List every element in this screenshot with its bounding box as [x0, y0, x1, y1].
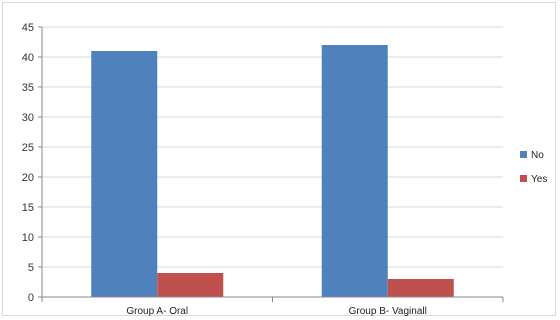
legend-label-no: No — [531, 150, 544, 161]
y-tick-label: 20 — [22, 172, 34, 184]
y-tick-label: 25 — [22, 142, 34, 154]
legend-swatch-no — [520, 151, 527, 158]
y-tick-label: 0 — [28, 292, 34, 304]
bar-no-1 — [91, 51, 158, 297]
bar-yes-2 — [387, 279, 454, 297]
category-label: Group B- Vaginall — [349, 306, 427, 317]
y-tick-label: 5 — [28, 262, 34, 274]
y-tick-label: 30 — [22, 112, 34, 124]
y-axis-ticks: 0 5 10 15 20 25 30 35 40 45 — [22, 22, 42, 304]
y-tick-label: 10 — [22, 232, 34, 244]
y-tick-label: 45 — [22, 22, 34, 34]
y-tick-label: 40 — [22, 52, 34, 64]
y-tick-label: 35 — [22, 82, 34, 94]
bars — [91, 45, 454, 297]
category-label: Group A- Oral — [126, 306, 188, 317]
category-labels: Group A- Oral Group B- Vaginall — [126, 306, 426, 317]
legend-label-yes: Yes — [531, 174, 547, 185]
y-tick-label: 15 — [22, 202, 34, 214]
legend-swatch-yes — [520, 175, 527, 182]
bar-yes-1 — [157, 273, 224, 297]
axes — [41, 27, 504, 302]
bar-no-2 — [321, 45, 388, 297]
legend: No Yes — [520, 150, 547, 185]
